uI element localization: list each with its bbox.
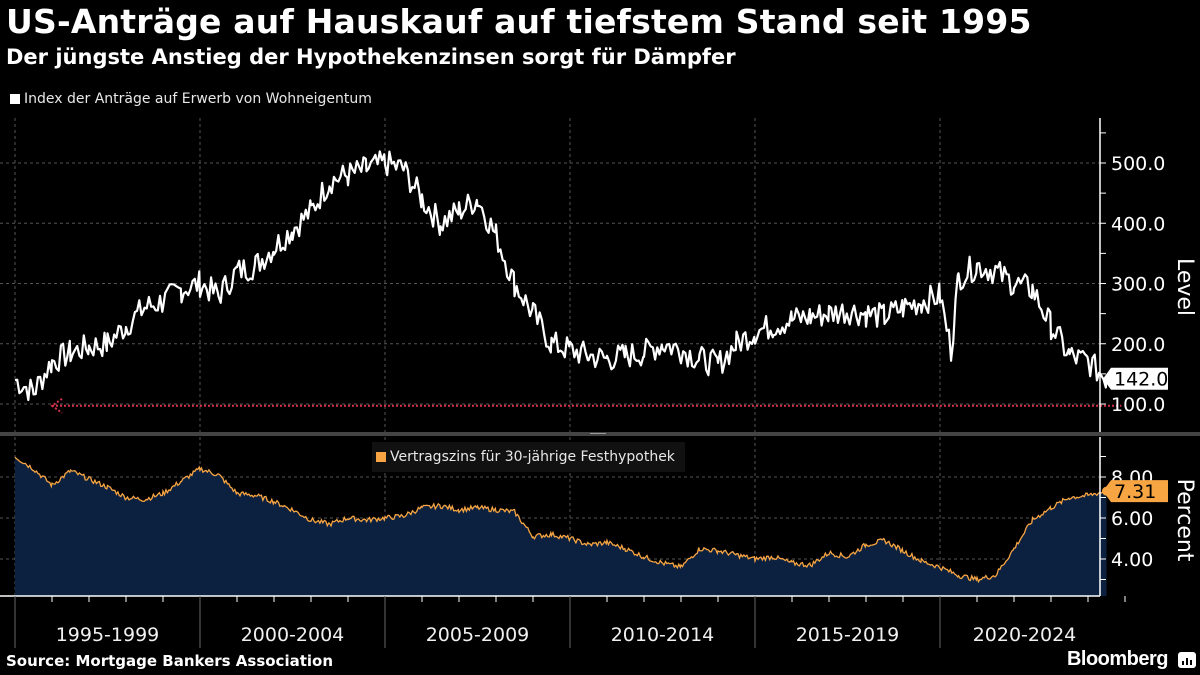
last-value-badges: 142.0 7.31	[1103, 367, 1168, 503]
x-period-label: 1995-1999	[55, 624, 160, 646]
bottom-y-tick-label: 6.00	[1111, 508, 1153, 530]
panel-divider-handle[interactable]	[590, 433, 606, 434]
index-last-value-badge-shape	[1103, 367, 1168, 390]
reference-arrow-icon	[50, 397, 63, 414]
legend-label-rate: Vertragszins für 30-jährige Festhypothek	[390, 449, 675, 465]
rate-area-fill	[15, 457, 1107, 596]
x-period-label: 2010-2014	[610, 624, 715, 646]
rate-last-value-badge: 7.31	[1103, 480, 1168, 503]
bloomberg-chart-icon	[1178, 652, 1196, 668]
legend-index: Index der Anträge auf Erwerb von Wohneig…	[10, 91, 372, 107]
bottom-y-axis-label: Percent	[1172, 479, 1197, 562]
rate-line	[14, 456, 1107, 584]
bottom-y-tick-label: 4.00	[1111, 549, 1153, 571]
x-period-label: 2005-2009	[425, 624, 530, 646]
legend-label-index: Index der Anträge auf Erwerb von Wohneig…	[24, 91, 372, 107]
top-y-tick-label: 500.0	[1111, 153, 1165, 175]
x-period-label: 2020-2024	[972, 624, 1077, 646]
legend-swatch-index	[10, 94, 20, 104]
chart-title: US-Anträge auf Hauskauf auf tiefstem Sta…	[6, 2, 1032, 41]
top-gridlines	[0, 118, 1100, 432]
legend-swatch-rate	[376, 452, 386, 462]
index-last-value-badge: 142.0	[1103, 367, 1168, 391]
chart-subtitle: Der jüngste Anstieg der Hypothekenzinsen…	[6, 45, 736, 69]
reference-arrowhead	[50, 397, 63, 414]
bloomberg-logo: Bloomberg	[1066, 648, 1169, 670]
legend-rate: Vertragszins für 30-jährige Festhypothek	[372, 442, 685, 472]
rate-last-value-badge-shape	[1103, 480, 1168, 503]
top-y-tick-labels: 100.0 200.0 300.0 400.0 500.0	[1111, 153, 1165, 416]
index-last-value-badge-text: 142.0	[1114, 369, 1168, 391]
source-note: Source: Mortgage Bankers Association	[6, 652, 334, 670]
index-line	[14, 150, 1108, 402]
x-period-label: 2000-2004	[240, 624, 345, 646]
top-y-tick-label: 100.0	[1111, 394, 1165, 416]
top-y-tick-label: 300.0	[1111, 274, 1165, 296]
top-y-tick-label: 200.0	[1111, 334, 1165, 356]
top-y-axis-label: Level	[1172, 258, 1197, 316]
top-y-tick-label: 400.0	[1111, 213, 1165, 235]
x-period-label: 2015-2019	[795, 624, 900, 646]
rate-last-value-badge-text: 7.31	[1114, 481, 1156, 503]
